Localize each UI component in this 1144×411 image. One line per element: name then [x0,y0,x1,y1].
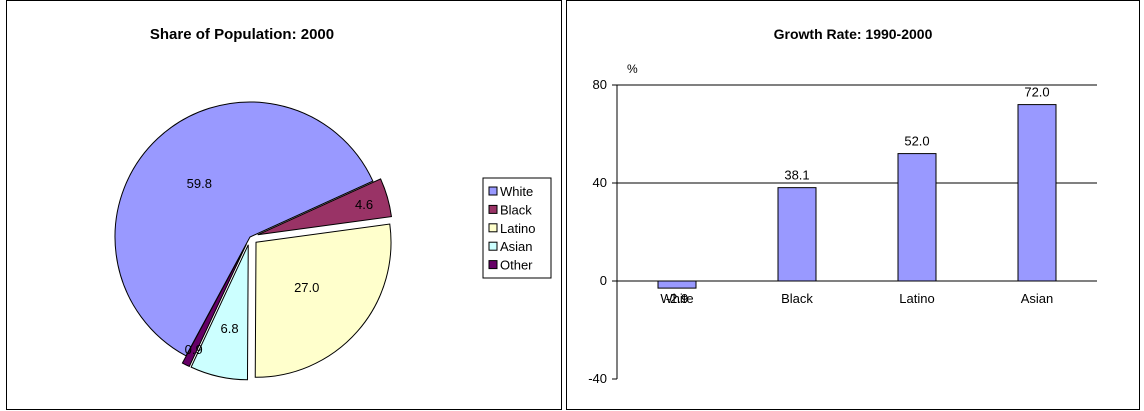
pie-data-label-asian: 6.8 [221,321,239,336]
pie-legend-swatch-latino [488,223,498,233]
bar-chart: Growth Rate: 1990-2000 % -2.9 38.1 52.0 72.… [588,26,1097,386]
bar-value-label-black: 38.1 [784,168,809,183]
pie-legend-swatch-black [488,204,498,214]
pie-chart-title: Share of Population: 2000 [150,26,334,43]
pie-legend-swatch-asian [488,241,498,251]
y-tick-label: 0 [600,273,607,288]
x-tick-label-asian: Asian [1021,291,1054,306]
bar-latino [897,153,937,282]
pie-slice-latino [254,223,392,378]
pie-slice-white [114,101,374,357]
bar-asian [1017,104,1057,282]
bar-black [777,187,817,282]
y-tick-label: 80 [593,77,607,92]
pie-legend-label-other: Other [500,258,533,273]
bar-value-label-white: -2.9 [666,291,688,306]
y-tick-label: 40 [593,175,607,190]
pie-data-label-black: 4.6 [355,197,373,212]
pie-legend-swatch-other [488,260,498,270]
pie-slice-black [257,178,393,236]
bar-chart-y-axis-label: % [627,62,638,76]
x-tick-label-latino: Latino [899,291,934,306]
pie-data-label-white: 59.8 [187,176,212,191]
bar-chart-panel: Growth Rate: 1990-2000 % -2.9 38.1 52.0 72.… [566,0,1140,410]
bar-value-label-latino: 52.0 [904,134,929,149]
pie-legend: White Black Latino Asian Other [482,177,552,279]
bar-white [657,280,697,289]
pie-data-label-other: 0.9 [185,342,203,357]
pie-legend-label-latino: Latino [500,221,535,236]
bar-value-label-asian: 72.0 [1024,85,1049,100]
pie-chart-panel: Share of Population: 2000 59.8 4.6 27.0 6.8… [6,0,562,410]
x-tick-label-black: Black [781,291,813,306]
pie-legend-swatch-white [488,186,498,196]
pie-slice-other [181,243,247,368]
pie-legend-label-black: Black [500,202,532,217]
pie-legend-label-white: White [500,184,533,199]
pie-data-label-latino: 27.0 [294,280,319,295]
y-tick-label: -40 [588,371,607,386]
pie-slice-asian [190,244,249,381]
pie-chart: Share of Population: 2000 59.8 4.6 27.0 6.8… [114,26,552,381]
x-tick-label-white: White [660,291,693,306]
bar-chart-title: Growth Rate: 1990-2000 [774,26,933,42]
pie-legend-label-asian: Asian [500,239,533,254]
